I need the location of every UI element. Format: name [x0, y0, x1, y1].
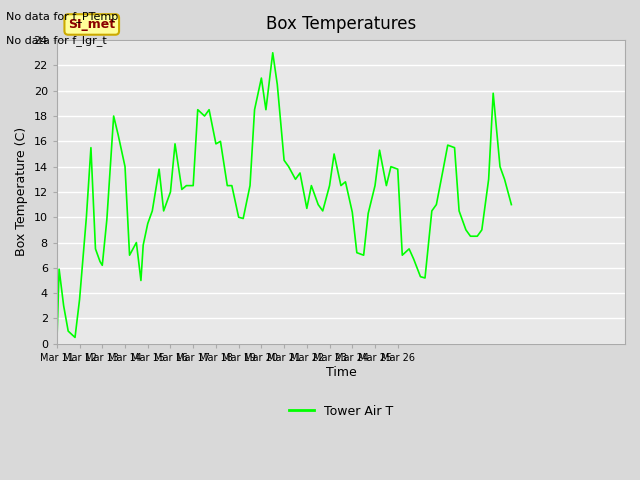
- Legend: Tower Air T: Tower Air T: [284, 399, 398, 422]
- Text: No data for f_PTemp: No data for f_PTemp: [6, 11, 118, 22]
- Text: No data for f_lgr_t: No data for f_lgr_t: [6, 35, 107, 46]
- X-axis label: Time: Time: [326, 366, 356, 379]
- Y-axis label: Box Temperature (C): Box Temperature (C): [15, 127, 28, 256]
- Title: Box Temperatures: Box Temperatures: [266, 15, 416, 33]
- Text: SI_met: SI_met: [68, 18, 115, 31]
